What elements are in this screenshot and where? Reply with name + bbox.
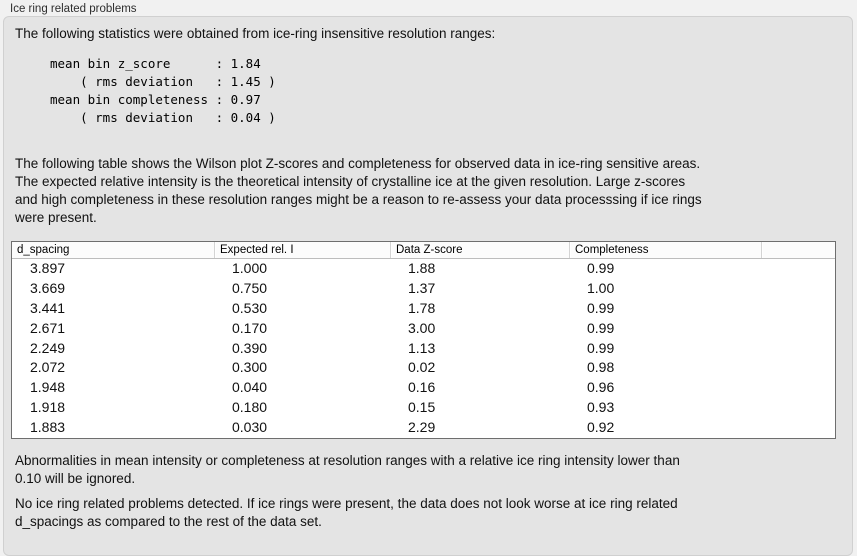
table-cell: 0.16 — [408, 379, 436, 396]
table-cell: 2.29 — [408, 419, 436, 436]
table-cell: 0.02 — [408, 359, 436, 376]
table-cell: 1.918 — [30, 399, 66, 416]
table-cell: 0.170 — [232, 319, 268, 336]
intro-text: The following statistics were obtained f… — [15, 26, 496, 41]
stats-block: mean bin z_score : 1.84 ( rms deviation … — [50, 56, 276, 125]
table-cell: 3.897 — [30, 260, 66, 276]
ice-ring-panel: The following statistics were obtained f… — [3, 16, 853, 556]
column-header-data-z-score[interactable]: Data Z-score — [390, 242, 569, 258]
table-cell: 1.00 — [587, 279, 615, 296]
table-header-row: d_spacing Expected rel. I Data Z-score C… — [12, 242, 835, 259]
table-cell-filler — [761, 378, 835, 398]
table-row[interactable]: 3.897 1.000 1.88 0.99 — [12, 259, 835, 279]
table-row[interactable]: 2.072 0.300 0.02 0.98 — [12, 358, 835, 378]
table-cell: 0.98 — [587, 359, 615, 376]
table-cell: 1.78 — [408, 299, 436, 316]
section-title: Ice ring related problems — [10, 3, 137, 15]
table-cell: 0.99 — [587, 260, 615, 276]
table-row[interactable]: 3.669 0.750 1.37 1.00 — [12, 279, 835, 299]
table-cell-filler — [761, 299, 835, 319]
table-row[interactable]: 1.883 0.030 2.29 0.92 — [12, 418, 835, 438]
table-row[interactable]: 1.918 0.180 0.15 0.93 — [12, 398, 835, 418]
table-description-text: The following table shows the Wilson plo… — [15, 156, 702, 225]
table-cell-filler — [761, 398, 835, 418]
table-cell-filler — [761, 319, 835, 339]
table-cell: 0.96 — [587, 379, 615, 396]
table-row[interactable]: 2.249 0.390 1.13 0.99 — [12, 339, 835, 359]
table-cell: 2.249 — [30, 339, 66, 356]
ignore-note-text: Abnormalities in mean intensity or compl… — [15, 453, 680, 487]
table-cell: 0.530 — [232, 299, 268, 316]
table-row[interactable]: 3.441 0.530 1.78 0.99 — [12, 299, 835, 319]
table-cell-filler — [761, 279, 835, 299]
table-row[interactable]: 2.671 0.170 3.00 0.99 — [12, 319, 835, 339]
table-cell: 0.92 — [587, 419, 615, 436]
table-cell: 1.883 — [30, 419, 66, 436]
table-cell: 0.93 — [587, 399, 615, 416]
table-cell: 0.15 — [408, 399, 436, 416]
ice-ring-table-body: 3.897 1.000 1.88 0.99 3.669 0.750 1.37 1.00 3.44… — [12, 259, 835, 439]
table-cell: 0.030 — [232, 419, 268, 436]
table-cell: 3.441 — [30, 299, 66, 316]
table-cell-filler — [761, 358, 835, 378]
table-cell: 0.040 — [232, 379, 268, 396]
table-cell: 1.948 — [30, 379, 66, 396]
table-cell: 0.390 — [232, 339, 268, 356]
table-cell: 0.99 — [587, 299, 615, 316]
table-cell: 0.300 — [232, 359, 268, 376]
table-cell: 0.99 — [587, 319, 615, 336]
table-cell: 2.671 — [30, 319, 66, 336]
table-row[interactable]: 1.948 0.040 0.16 0.96 — [12, 378, 835, 398]
table-cell: 1.88 — [408, 260, 436, 276]
column-header-d-spacing[interactable]: d_spacing — [17, 244, 70, 256]
table-cell: 0.750 — [232, 279, 268, 296]
table-cell-filler — [761, 418, 835, 438]
ice-ring-table: d_spacing Expected rel. I Data Z-score C… — [11, 241, 836, 440]
column-header-expected-rel-i[interactable]: Expected rel. I — [214, 242, 390, 258]
table-cell-filler — [761, 259, 835, 279]
table-cell: 1.37 — [408, 279, 436, 296]
table-cell: 0.99 — [587, 339, 615, 356]
table-cell: 3.00 — [408, 319, 436, 336]
column-header-completeness[interactable]: Completeness — [569, 242, 761, 258]
table-cell: 3.669 — [30, 279, 66, 296]
table-cell-filler — [761, 339, 835, 359]
table-cell: 1.13 — [408, 339, 436, 356]
column-header-filler — [761, 242, 835, 258]
table-cell: 0.180 — [232, 399, 268, 416]
table-cell: 1.000 — [232, 260, 268, 276]
conclusion-text: No ice ring related problems detected. I… — [15, 496, 678, 530]
table-cell: 2.072 — [30, 359, 66, 376]
